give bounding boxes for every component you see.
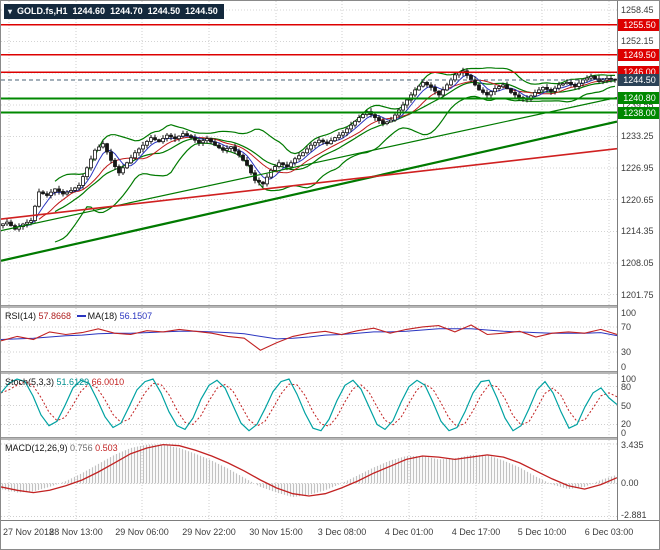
panel-resize-handle[interactable] — [1, 437, 659, 440]
price-axis-label: 3.435 — [621, 440, 644, 450]
price-axis-label: 100 — [621, 374, 637, 384]
level-price-label: 1249.50 — [618, 48, 659, 61]
price-axis-label: 80 — [621, 381, 632, 392]
panel-resize-handle[interactable] — [1, 371, 659, 374]
time-axis-label: 30 Nov 15:00 — [249, 527, 303, 537]
price-axis-label: -2.881 — [621, 510, 647, 520]
time-axis-label: 3 Dec 08:00 — [317, 527, 367, 537]
price-axis-label: 0 — [621, 362, 627, 372]
level-price-label: 1240.80 — [618, 92, 659, 105]
time-axis-label: 4 Dec 01:00 — [384, 527, 434, 537]
price-axis-label: 50 — [621, 400, 632, 411]
open-value: 1244.60 — [72, 6, 106, 16]
low-value: 1244.50 — [147, 6, 181, 16]
price-plot-canvas[interactable] — [1, 1, 617, 305]
price-axis-label: 1201.75 — [621, 289, 654, 300]
stochastic-signal-value: 66.0010 — [91, 377, 125, 387]
price-axis-label: 1226.95 — [621, 163, 654, 174]
macd-indicator-panel[interactable] — [1, 440, 617, 520]
rsi-value: 57.8668 — [38, 311, 72, 321]
rsi-name: RSI(14) — [5, 311, 37, 321]
stochastic-indicator-panel[interactable] — [1, 374, 617, 437]
price-axis-label: 1233.25 — [621, 131, 654, 142]
price-axis-label: 0 — [621, 428, 627, 438]
stochastic-plot-canvas[interactable] — [1, 374, 617, 437]
macd-signal-value: 0.503 — [95, 443, 118, 453]
macd-legend: MACD(12,26,9) 0.756 0.503 — [5, 443, 118, 453]
chart-legend: ▾ GOLD.fs,H1 1244.60 1244.70 1244.50 124… — [4, 4, 224, 19]
price-axis-label: 1220.65 — [621, 194, 654, 205]
stochastic-name: Stoch(5,3,3) — [5, 377, 55, 387]
rsi-legend: RSI(14) 57.8668 MA(18) 56.1507 — [5, 311, 152, 321]
rsi-plot-canvas[interactable] — [1, 308, 617, 371]
chart-dropdown-icon[interactable]: ▾ — [8, 6, 13, 16]
macd-plot-canvas[interactable] — [1, 440, 617, 520]
price-axis-label: 1208.05 — [621, 258, 654, 269]
time-axis-label: 29 Nov 22:00 — [182, 527, 236, 537]
current-price-label: 1244.50 — [618, 73, 659, 86]
rsi-ma-line-icon — [76, 314, 86, 317]
price-axis[interactable]: 1258.451252.151245.851239.551233.251226.… — [617, 1, 659, 520]
time-axis-label: 27 Nov 2018 — [3, 527, 55, 537]
panel-resize-handle[interactable] — [1, 305, 659, 308]
rsi-ma-value: 56.1507 — [119, 311, 153, 321]
time-axis-label: 6 Dec 03:00 — [584, 527, 634, 537]
symbol-timeframe-label: GOLD.fs,H1 — [17, 6, 68, 16]
close-value: 1244.50 — [185, 6, 218, 16]
rsi-indicator-panel[interactable] — [1, 308, 617, 371]
price-axis-label: 1214.35 — [621, 226, 654, 237]
price-axis-label: 70 — [621, 321, 632, 332]
rsi-ma-name: MA(18) — [87, 311, 118, 321]
price-axis-label: 1258.45 — [621, 4, 654, 15]
level-price-label: 1255.50 — [618, 18, 659, 31]
stochastic-main-value: 51.6129 — [56, 377, 90, 387]
price-axis-label: 0.00 — [621, 478, 639, 489]
macd-name: MACD(12,26,9) — [5, 443, 68, 453]
macd-main-value: 0.756 — [70, 443, 93, 453]
price-axis-label: 20 — [621, 419, 632, 430]
time-axis-label: 29 Nov 06:00 — [115, 527, 169, 537]
high-value: 1244.70 — [110, 6, 143, 16]
time-axis-label: 5 Dec 10:00 — [517, 527, 567, 537]
price-chart-panel[interactable] — [1, 1, 617, 305]
time-axis-label: 4 Dec 17:00 — [451, 527, 501, 537]
stochastic-legend: Stoch(5,3,3) 51.6129 66.0010 — [5, 377, 124, 387]
time-axis[interactable]: 27 Nov 2018 28 Nov 13:00 29 Nov 06:00 29 No… — [1, 520, 659, 549]
time-axis-label: 28 Nov 13:00 — [49, 527, 103, 537]
price-axis-label: 1252.15 — [621, 36, 654, 47]
price-axis-label: 30 — [621, 347, 632, 358]
price-axis-label: 1239.55 — [621, 99, 654, 110]
price-axis-label: 100 — [621, 308, 637, 318]
level-price-label: 1238.00 — [618, 106, 659, 119]
